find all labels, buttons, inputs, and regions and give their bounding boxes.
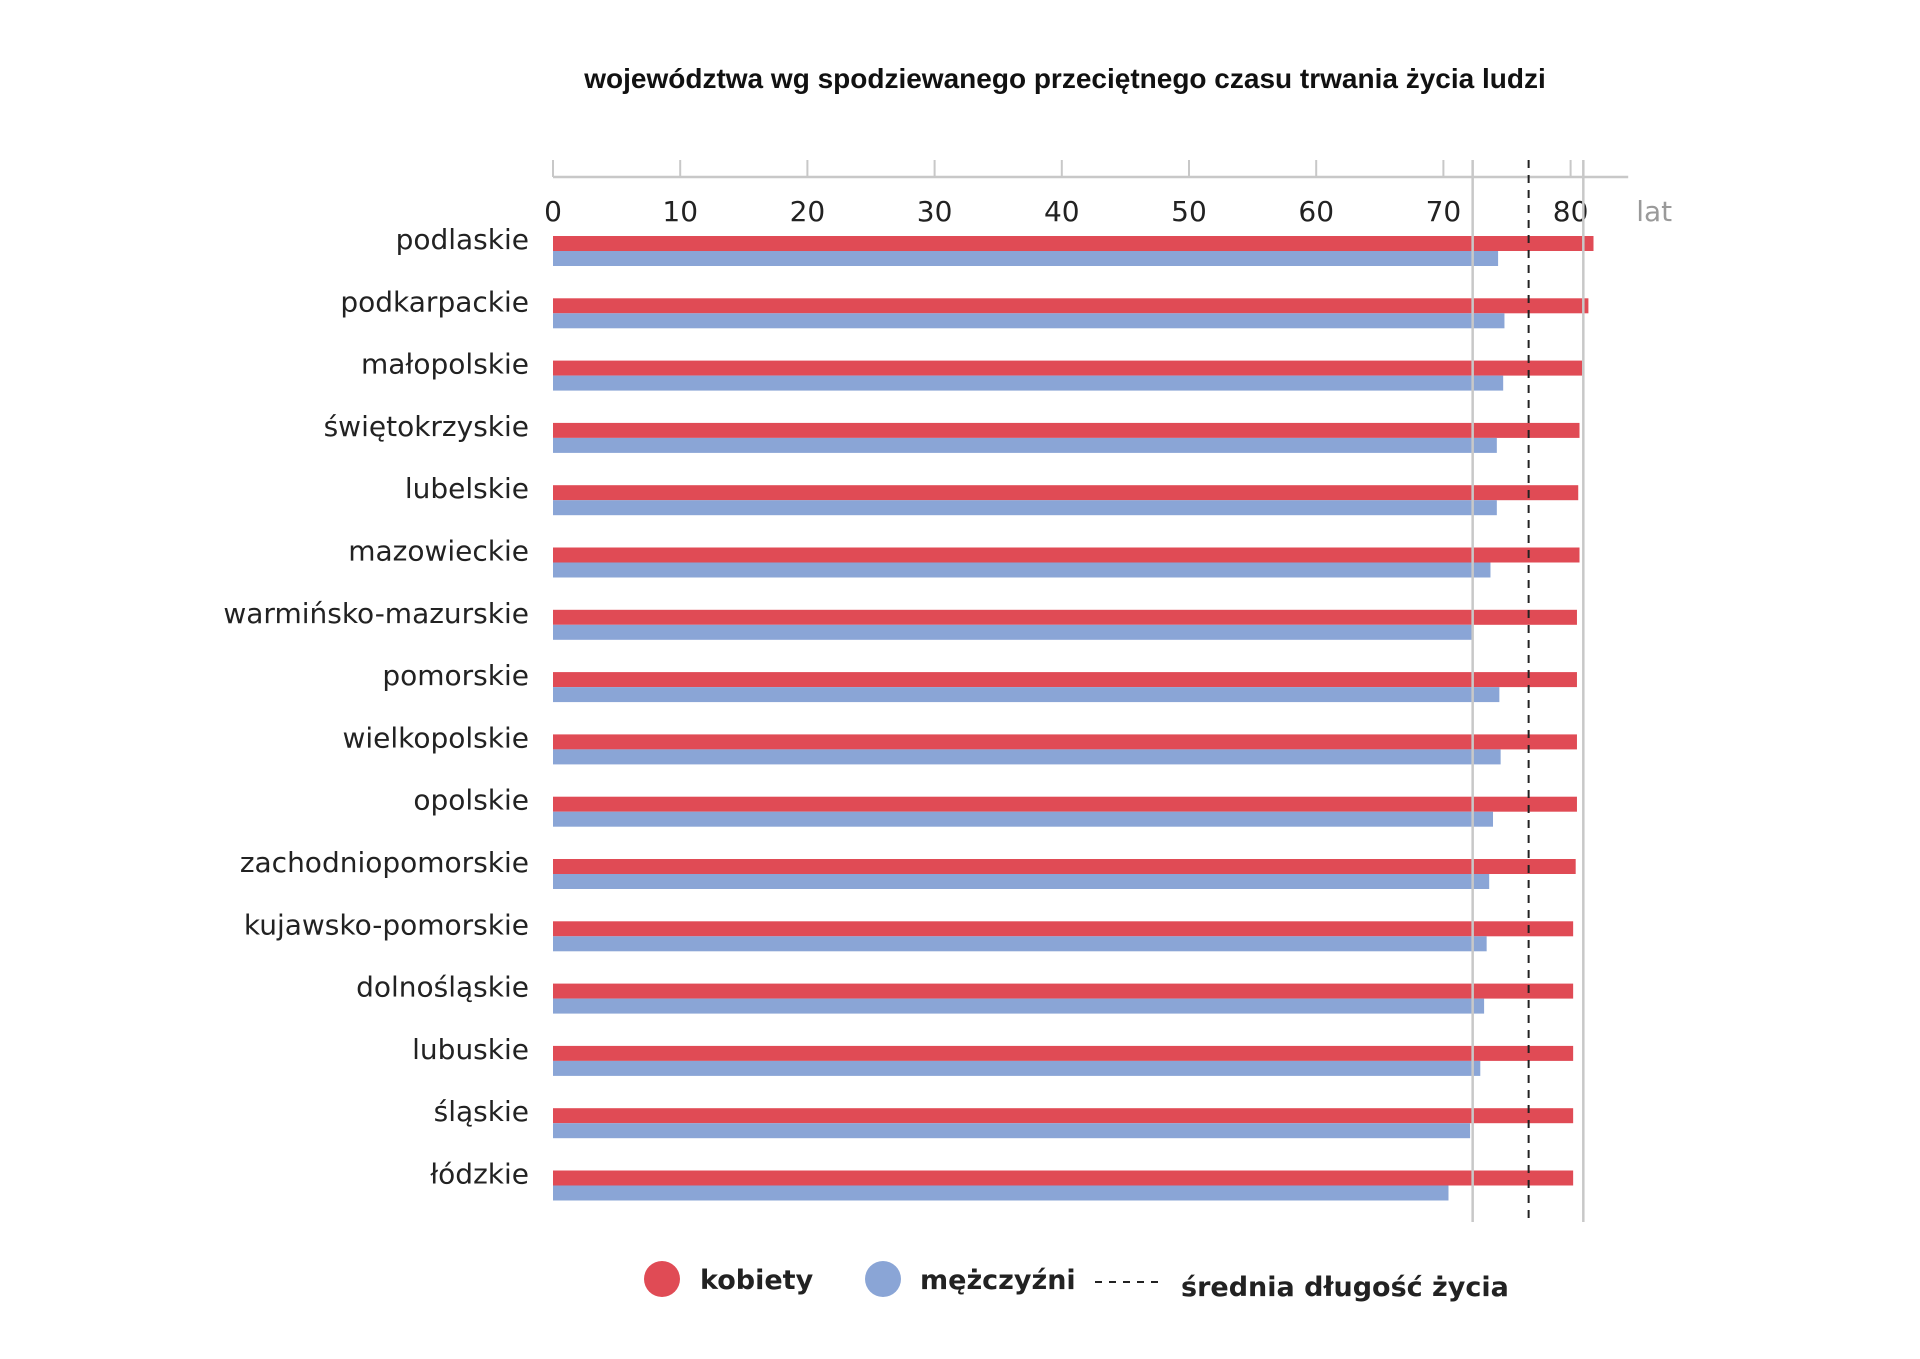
x-tick-label-20: 20: [790, 195, 826, 228]
category-label: lubelskie: [405, 472, 529, 505]
bar-mężczyźni-15: [553, 1123, 1471, 1139]
category-label: podkarpackie: [340, 285, 529, 318]
x-tick-label-50: 50: [1171, 195, 1207, 228]
legend: kobiety mężczyźni średnia długość życia: [644, 1261, 1509, 1303]
category-label: wielkopolskie: [342, 721, 529, 754]
bar-kobiety-3: [553, 360, 1583, 376]
bar-mężczyźni-5: [553, 500, 1497, 516]
bar-mężczyźni-7: [553, 624, 1473, 640]
bar-kobiety-2: [553, 298, 1589, 314]
bar-mężczyźni-16: [553, 1185, 1449, 1201]
x-tick-label-30: 30: [917, 195, 953, 228]
category-label: zachodniopomorskie: [240, 846, 529, 879]
category-label: dolnośląskie: [356, 971, 529, 1004]
bar-kobiety-6: [553, 547, 1580, 563]
x-tick-label-10: 10: [662, 195, 698, 228]
bars: [553, 236, 1594, 1201]
category-label: kujawsko-pomorskie: [244, 908, 529, 941]
chart-title: województwa wg spodziewanego przeciętneg…: [583, 63, 1546, 94]
legend-swatch-mezczyzni: [865, 1261, 901, 1297]
x-tick-label-0: 0: [544, 195, 562, 228]
category-label: podlaskie: [396, 223, 529, 256]
bar-kobiety-9: [553, 734, 1577, 750]
bar-kobiety-1: [553, 236, 1594, 251]
bar-mężczyźni-12: [553, 936, 1487, 952]
category-label: opolskie: [413, 784, 529, 817]
legend-label-kobiety: kobiety: [700, 1265, 814, 1296]
x-tick-label-70: 70: [1426, 195, 1462, 228]
bar-kobiety-7: [553, 609, 1577, 625]
bar-kobiety-10: [553, 796, 1577, 812]
bar-kobiety-4: [553, 422, 1580, 438]
reference-lines: [1471, 160, 1585, 1222]
bar-mężczyźni-9: [553, 749, 1501, 765]
category-label: małopolskie: [361, 348, 529, 381]
category-label: świętokrzyskie: [324, 410, 529, 443]
x-axis: 0 10 20 30 40 50 60 70 80 lat: [544, 160, 1672, 228]
bar-mężczyźni-14: [553, 1060, 1481, 1076]
bar-mężczyźni-3: [553, 375, 1504, 391]
bar-kobiety-14: [553, 1045, 1574, 1061]
bar-kobiety-5: [553, 485, 1579, 501]
category-label: mazowieckie: [348, 535, 529, 568]
category-label: śląskie: [434, 1095, 529, 1128]
bar-mężczyźni-11: [553, 874, 1490, 889]
category-label: łódzkie: [430, 1158, 529, 1191]
category-label: lubuskie: [412, 1033, 529, 1066]
category-label: pomorskie: [382, 659, 529, 692]
bar-mężczyźni-4: [553, 437, 1497, 453]
x-tick-label-40: 40: [1044, 195, 1080, 228]
bar-mężczyźni-6: [553, 562, 1491, 578]
legend-swatch-kobiety: [644, 1261, 680, 1297]
bar-mężczyźni-8: [553, 687, 1500, 703]
bar-mężczyźni-2: [553, 313, 1505, 329]
legend-label-mezczyzni: mężczyźni: [920, 1265, 1076, 1296]
bar-kobiety-12: [553, 921, 1574, 937]
category-labels: podlaskie podkarpackie małopolskie świętokr…: [223, 223, 529, 1191]
bar-mężczyźni-1: [553, 251, 1499, 266]
bar-kobiety-16: [553, 1170, 1574, 1186]
bar-mężczyźni-13: [553, 998, 1485, 1014]
x-tick-label-60: 60: [1298, 195, 1334, 228]
category-label: warmińsko-mazurskie: [223, 597, 529, 630]
bar-kobiety-15: [553, 1108, 1574, 1124]
bar-mężczyźni-10: [553, 811, 1494, 827]
legend-label-average: średnia długość życia: [1181, 1272, 1509, 1303]
bar-kobiety-8: [553, 672, 1577, 688]
bar-kobiety-13: [553, 983, 1574, 999]
bar-kobiety-11: [553, 859, 1576, 874]
x-axis-unit: lat: [1636, 195, 1672, 228]
